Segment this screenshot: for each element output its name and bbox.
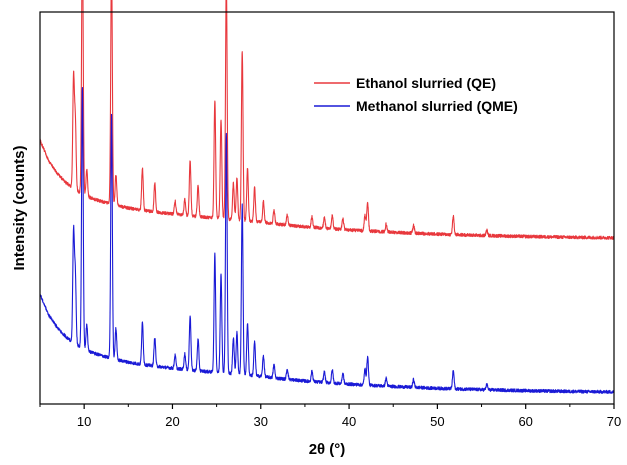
series-line-ethanol bbox=[39, 0, 615, 240]
plot-area bbox=[39, 0, 615, 394]
legend-label-methanol: Methanol slurried (QME) bbox=[356, 98, 518, 114]
x-tick-label: 70 bbox=[607, 414, 621, 429]
x-tick-label: 30 bbox=[254, 414, 268, 429]
x-axis-ticks: 10 20 30 40 50 60 70 bbox=[39, 404, 621, 429]
legend-label-ethanol: Ethanol slurried (QE) bbox=[356, 75, 496, 91]
y-axis-title: Intensity (counts) bbox=[11, 145, 28, 270]
x-tick-label: 10 bbox=[77, 414, 91, 429]
legend: Ethanol slurried (QE) Methanol slurried … bbox=[314, 75, 518, 114]
x-tick-label: 50 bbox=[430, 414, 444, 429]
x-tick-label: 20 bbox=[165, 414, 179, 429]
x-tick-label: 40 bbox=[342, 414, 356, 429]
x-axis-title: 2θ (°) bbox=[309, 441, 346, 458]
axes-frame bbox=[39, 11, 615, 405]
series-line-methanol bbox=[39, 87, 615, 394]
x-tick-label: 60 bbox=[518, 414, 532, 429]
